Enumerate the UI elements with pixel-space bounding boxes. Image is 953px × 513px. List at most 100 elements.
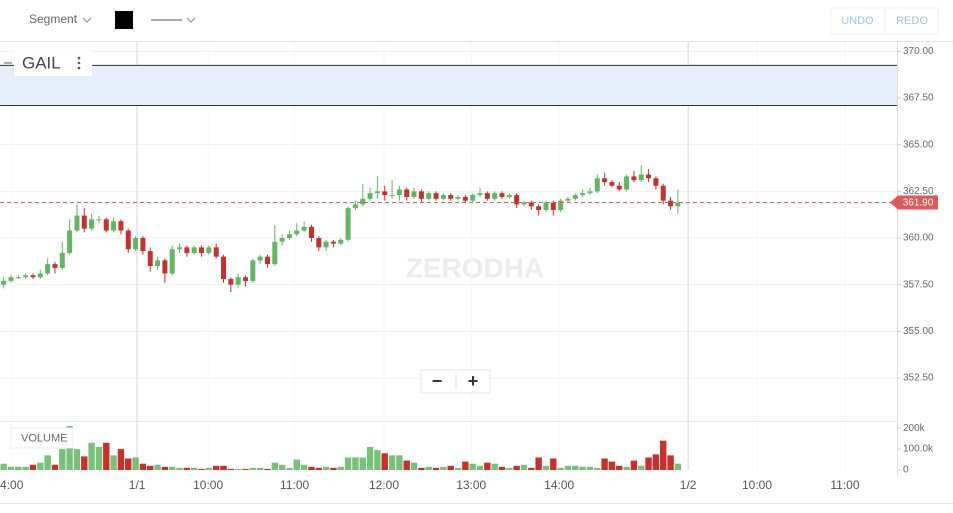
volume-bar (660, 440, 667, 470)
volume-bar (645, 457, 652, 470)
candle-body (133, 238, 139, 250)
volume-bar (256, 467, 264, 470)
candle-body (616, 185, 622, 190)
candle-body (404, 189, 410, 197)
volume-label: VOLUME (21, 432, 67, 444)
candle-body (675, 202, 681, 207)
candle-body (279, 238, 285, 242)
candle-body (308, 226, 314, 238)
volume-bar (59, 449, 66, 470)
candle-body (396, 189, 402, 196)
x-tick-label: 13:00 (456, 478, 486, 492)
candle-body (565, 198, 571, 201)
candle-body (470, 195, 476, 201)
candle-body (594, 178, 600, 192)
volume-bar (608, 461, 616, 470)
volume-bar (447, 465, 454, 470)
candle-body (111, 221, 117, 231)
candle-body (286, 234, 292, 238)
volume-bar (352, 457, 359, 470)
candle-body (272, 241, 278, 265)
y-tick-label: 355.00 (903, 326, 934, 337)
candle-body (558, 200, 564, 210)
volume-bar (344, 457, 352, 470)
x-tick-label: 11:00 (280, 478, 309, 492)
volume-bar (147, 465, 154, 470)
candle-body (96, 219, 102, 221)
candle-body (1, 280, 7, 285)
candle-body (74, 215, 80, 231)
volume-bar (410, 462, 418, 470)
candle-body (206, 247, 212, 253)
volume-bar (293, 459, 301, 470)
y-tick-label: 370.00 (903, 46, 934, 57)
y-tick-label: 357.50 (903, 279, 934, 290)
instrument-menu[interactable] (77, 56, 81, 70)
instrument-name: GAIL (22, 53, 61, 72)
candle-body (646, 174, 652, 179)
y-tick-label: 365.00 (903, 139, 934, 150)
candle-body (147, 251, 153, 266)
volume-badge (10, 427, 74, 449)
volume-bar (125, 458, 132, 470)
volume-bar (550, 458, 557, 470)
undo-button[interactable] (830, 7, 885, 35)
volume-bar (286, 467, 293, 470)
volume-bar (300, 464, 308, 470)
zoom-in[interactable]: + (468, 371, 479, 391)
volume-bar (191, 467, 198, 470)
last-price-label: 361.90 (903, 198, 934, 209)
volume-tick-label: 200k (903, 423, 926, 434)
color-picker[interactable] (115, 11, 133, 29)
volume-bar (44, 455, 51, 470)
candle-body (23, 275, 29, 278)
volume-bar (440, 466, 447, 470)
dropdown-caret (186, 17, 196, 23)
candle-body (162, 260, 168, 274)
candle-body (580, 193, 586, 196)
volume-tick-label: 100.0k (903, 444, 934, 455)
candle-body (30, 275, 36, 278)
volume-bar (322, 466, 330, 470)
candle-body (455, 196, 461, 199)
segment-dropdown[interactable]: Segment (29, 12, 78, 26)
volume-bar (315, 467, 322, 470)
volume-bar (29, 464, 37, 470)
volume-bar (0, 463, 7, 470)
volume-bar (557, 467, 564, 470)
volume-bar (542, 465, 550, 470)
candle-body (668, 200, 674, 207)
volume-bar (198, 468, 205, 470)
redo-button[interactable] (885, 7, 939, 35)
candle-body (264, 256, 270, 265)
volume-bar (161, 466, 169, 470)
volume-bar (22, 466, 29, 470)
candle-body (477, 193, 483, 196)
candle-body (125, 230, 131, 250)
candle-body (8, 277, 14, 281)
dropdown-caret (82, 17, 92, 23)
candle-body (330, 241, 336, 244)
candle-body (191, 247, 197, 253)
candle-body (521, 202, 527, 205)
x-tick-label: 4:00 (0, 478, 24, 492)
volume-bar (103, 442, 110, 470)
candle-body (67, 230, 73, 253)
volume-bar (586, 466, 594, 470)
x-tick-label: 14:00 (544, 478, 574, 492)
candle-body (609, 182, 615, 186)
candle-body (37, 273, 43, 278)
volume-bar (51, 464, 59, 470)
volume-bar (227, 468, 235, 470)
volume-bar (381, 453, 388, 470)
y-tick-label: 360.00 (903, 233, 934, 244)
volume-bar (205, 467, 213, 470)
volume-bar (528, 467, 535, 470)
zoom-out[interactable]: − (432, 371, 443, 391)
volume-bar (623, 466, 630, 470)
candle-body (418, 191, 424, 199)
candle-body (462, 196, 468, 201)
volume-bar (242, 468, 249, 470)
candle-body (243, 277, 249, 281)
candle-body (228, 279, 234, 285)
